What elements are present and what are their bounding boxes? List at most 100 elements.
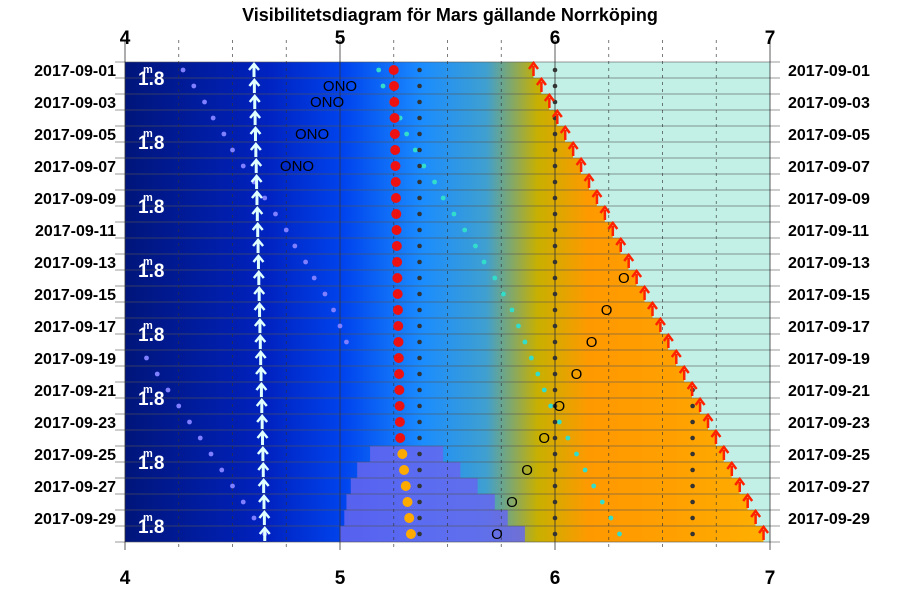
moon-point <box>283 227 289 233</box>
star-dot <box>417 147 422 153</box>
sky-row <box>125 270 637 286</box>
star-dot <box>417 195 422 201</box>
cyan-point <box>380 83 386 89</box>
direction-label: O <box>491 526 503 543</box>
date-label-left: 2017-09-15 <box>34 287 116 304</box>
daylight-row <box>763 526 770 542</box>
sunrise-arrowhead <box>702 412 714 422</box>
date-label-right: 2017-09-29 <box>788 511 870 528</box>
star-dot <box>552 531 558 537</box>
mars-point <box>389 113 400 123</box>
daylight-row <box>676 350 770 366</box>
daylight-row <box>636 270 770 286</box>
date-label-left: 2017-09-21 <box>34 383 116 400</box>
sky-row <box>125 398 701 414</box>
cyan-point <box>535 371 541 377</box>
star-dot <box>552 307 558 313</box>
rise-arrowhead <box>251 190 263 199</box>
mars-point <box>394 369 405 379</box>
date-label-left: 2017-09-01 <box>34 63 116 80</box>
mars-point <box>389 97 400 107</box>
rise-arrowhead <box>250 158 263 167</box>
date-label-left: 2017-09-23 <box>34 415 116 432</box>
star-dot <box>690 435 695 441</box>
star-dot <box>552 403 558 409</box>
cyan-point <box>432 179 437 185</box>
daylight-row <box>612 222 770 238</box>
date-label-right: 2017-09-09 <box>788 191 870 208</box>
star-dot <box>552 387 558 393</box>
sky-row <box>125 126 566 142</box>
sunrise-arrowhead <box>623 252 635 262</box>
sky-row <box>125 302 653 318</box>
moon-point <box>292 243 298 249</box>
moon-point <box>322 291 328 297</box>
sunrise-arrowhead <box>615 236 627 246</box>
moon-point <box>176 403 182 409</box>
magnitude-unit: m <box>143 64 153 76</box>
star-dot <box>417 435 422 441</box>
daylight-row <box>549 94 770 110</box>
mars-point <box>393 337 404 347</box>
sky-row <box>125 94 550 110</box>
cyan-point <box>412 147 418 153</box>
sunrise-arrowhead <box>718 444 730 454</box>
sky-row <box>125 414 709 430</box>
sunrise-arrowhead <box>654 316 666 326</box>
star-dot <box>417 83 422 89</box>
daylight-row <box>731 462 770 478</box>
rise-arrowhead <box>249 110 262 119</box>
star-dot <box>552 243 558 249</box>
rise-arrowhead <box>253 286 266 295</box>
moon-point <box>331 307 336 313</box>
daylight-row <box>628 254 770 270</box>
date-label-right: 2017-09-03 <box>788 95 870 112</box>
star-dot <box>552 67 558 73</box>
sunrise-arrowhead <box>662 332 674 342</box>
star-dot <box>417 419 422 425</box>
rise-arrowhead <box>257 478 270 487</box>
sky-row <box>125 254 629 270</box>
moon-point <box>165 387 171 393</box>
star-dot <box>690 467 695 473</box>
sunrise-arrowhead <box>686 380 698 390</box>
star-dot <box>417 467 422 473</box>
moon-point <box>187 419 192 425</box>
moon-point <box>197 435 203 441</box>
star-dot <box>417 531 422 537</box>
star-dot <box>552 195 558 201</box>
mars-point <box>388 65 399 75</box>
rise-arrowhead <box>250 174 263 183</box>
rise-arrowhead <box>251 222 264 231</box>
mars-point <box>402 497 413 507</box>
sky-row <box>125 62 534 78</box>
magnitude-label: 1.8 <box>138 453 164 474</box>
date-label-left: 2017-09-19 <box>34 351 116 368</box>
cyan-point <box>582 467 588 473</box>
mars-point <box>391 241 402 251</box>
star-dot <box>690 483 695 489</box>
x-tick-label: 4 <box>120 568 131 589</box>
direction-label: O <box>618 270 630 287</box>
magnitude-label: 1.8 <box>138 197 164 218</box>
direction-label: ONO <box>280 158 314 175</box>
sunrise-arrowhead <box>575 156 587 166</box>
moon-point <box>191 83 197 89</box>
daylight-row <box>660 318 770 334</box>
date-label-left: 2017-09-05 <box>34 127 116 144</box>
daylight-row <box>541 78 770 94</box>
star-dot <box>552 227 558 233</box>
sunrise-arrowhead <box>750 508 762 518</box>
mars-point <box>392 289 403 299</box>
moon-point <box>273 211 278 217</box>
star-dot <box>417 483 422 489</box>
star-dot <box>552 179 558 185</box>
daylight-row <box>596 190 770 206</box>
sunrise-arrowhead <box>742 492 754 502</box>
moon-point <box>144 355 149 361</box>
moon-point <box>210 115 216 121</box>
star-dot <box>690 499 695 505</box>
star-dot <box>417 179 422 185</box>
mars-point <box>391 225 402 235</box>
